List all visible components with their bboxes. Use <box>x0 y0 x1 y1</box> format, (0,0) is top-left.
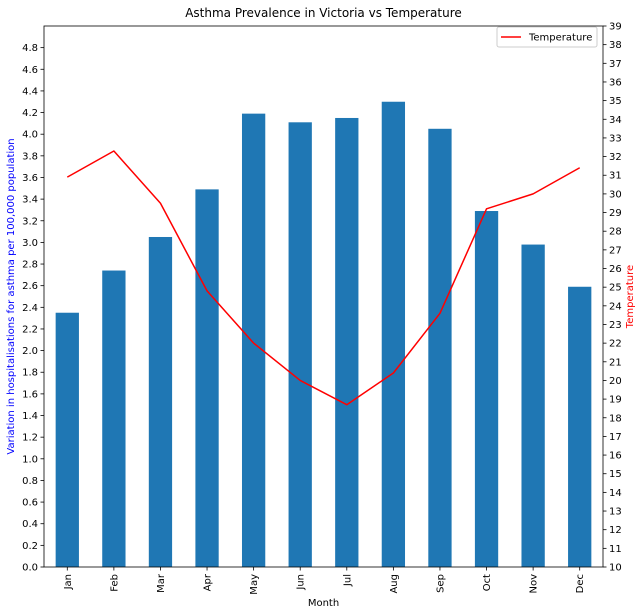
right-y-tick-label: 24 <box>609 301 622 312</box>
x-tick-label: Aug <box>389 574 400 594</box>
x-tick-label: Feb <box>109 574 120 592</box>
bar <box>335 117 359 567</box>
right-y-tick-label: 20 <box>609 376 622 387</box>
left-y-tick-label: 0.4 <box>22 519 38 530</box>
left-y-tick-label: 1.2 <box>22 433 38 444</box>
bar <box>288 122 312 568</box>
left-y-tick-label: 0.6 <box>22 498 38 509</box>
right-y-tick-label: 35 <box>609 96 622 107</box>
right-y-axis-label: Temperature <box>625 265 636 329</box>
left-y-tick-label: 3.6 <box>22 173 38 184</box>
bar <box>381 101 406 568</box>
right-y-tick-label: 19 <box>609 395 622 406</box>
chart-title: Asthma Prevalence in Victoria vs Tempera… <box>185 6 462 20</box>
temperature-line <box>66 150 581 406</box>
plot-frame <box>43 25 604 568</box>
left-y-tick-label: 3.0 <box>22 238 38 249</box>
legend-label-temperature: Temperature <box>528 33 592 44</box>
left-y-tick-label: 1.4 <box>22 411 38 422</box>
left-y-tick-label: 2.6 <box>22 281 38 292</box>
plot-area: 0.0 0.2 0.4 0.6 0.8 1.0 1.2 1.4 1.6 1.8 2.0 2.2 2.4 2… <box>22 22 622 595</box>
right-y-tick-label: 22 <box>609 339 622 350</box>
right-y-tick-label: 21 <box>609 357 622 368</box>
left-y-tick-label: 3.4 <box>22 195 38 206</box>
right-y-tick-label: 31 <box>609 171 622 182</box>
left-y-tick-label: 2.8 <box>22 260 38 271</box>
right-y-tick-label: 28 <box>609 227 622 238</box>
bar <box>195 189 219 567</box>
left-y-tick-label: 4.6 <box>22 65 38 76</box>
right-y-tick-label: 12 <box>609 525 622 536</box>
x-tick-label: Jan <box>63 574 74 590</box>
left-y-tick-label: 4.8 <box>22 43 38 54</box>
right-y-tick-label: 39 <box>609 22 622 33</box>
right-y-tick-label: 17 <box>609 432 622 443</box>
right-y-tick-label: 26 <box>609 264 622 275</box>
left-y-tick-label: 2.2 <box>22 324 38 335</box>
x-tick-label: Dec <box>575 574 586 593</box>
left-y-tick-label: 4.4 <box>22 86 38 97</box>
x-tick-label: May <box>249 574 260 595</box>
right-y-tick-label: 29 <box>609 208 622 219</box>
right-y-tick-label: 23 <box>609 320 622 331</box>
right-y-tick-label: 38 <box>609 40 622 51</box>
right-y-tick-label: 15 <box>609 469 622 480</box>
right-y-tick-label: 11 <box>609 544 622 555</box>
legend: Temperature <box>496 26 598 48</box>
right-y-tick-label: 34 <box>609 115 622 126</box>
left-y-tick-label: 4.2 <box>22 108 38 119</box>
bar <box>148 236 173 568</box>
x-tick-label: Jun <box>296 574 307 591</box>
right-y-tick-label: 32 <box>609 152 622 163</box>
right-y-tick-label: 36 <box>609 77 622 88</box>
right-y-tick-label: 27 <box>609 245 622 256</box>
left-y-tick-label: 2.4 <box>22 303 38 314</box>
x-tick-label: Apr <box>203 573 214 591</box>
right-y-tick-label: 14 <box>609 488 622 499</box>
legend-box <box>496 26 598 48</box>
x-tick-label: Oct <box>482 574 493 591</box>
right-y-tick-label: 25 <box>609 283 622 294</box>
bar <box>521 244 545 567</box>
bar <box>241 113 266 567</box>
left-y-tick-label: 4.0 <box>22 130 38 141</box>
left-y-tick-label: 0.8 <box>22 476 38 487</box>
bar <box>568 286 592 567</box>
right-y-tick-label: 37 <box>609 59 622 70</box>
x-axis-label: Month <box>308 598 339 609</box>
left-y-tick-label: 1.0 <box>22 454 38 465</box>
x-tick-label: Jul <box>342 574 353 587</box>
left-y-axis-label: Variation in hospitalisations for asthma… <box>6 138 17 454</box>
bar <box>474 211 499 567</box>
right-y-tick-label: 16 <box>609 451 622 462</box>
left-y-tick-label: 0.0 <box>22 563 38 574</box>
bar <box>102 270 126 567</box>
bar <box>55 312 79 567</box>
right-y-tick-label: 13 <box>609 507 622 518</box>
left-y-tick-label: 2.0 <box>22 346 38 357</box>
left-y-tick-label: 1.8 <box>22 368 38 379</box>
x-tick-label: Mar <box>156 573 167 593</box>
bar <box>428 128 452 568</box>
left-y-tick-label: 0.2 <box>22 541 38 552</box>
left-y-tick-label: 3.2 <box>22 216 38 227</box>
x-tick-label: Sep <box>435 574 446 593</box>
right-y-tick-label: 30 <box>609 189 622 200</box>
right-y-tick-label: 10 <box>609 563 622 574</box>
x-tick-label: Nov <box>529 574 540 594</box>
right-y-tick-label: 18 <box>609 413 622 424</box>
left-y-tick-label: 1.6 <box>22 389 38 400</box>
left-y-tick-label: 3.8 <box>22 151 38 162</box>
right-y-tick-label: 33 <box>609 133 622 144</box>
